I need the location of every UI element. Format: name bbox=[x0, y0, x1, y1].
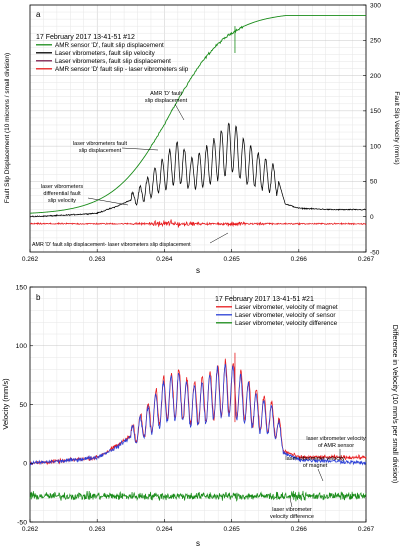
annotation-magnet-line1: laser vibrometer velocity bbox=[285, 456, 345, 462]
x-tick-label: 0.267 bbox=[358, 526, 375, 533]
x-tick-label: 0.262 bbox=[22, 256, 39, 263]
y-right-tick-label: 150 bbox=[370, 108, 381, 115]
x-tick-label: 0.264 bbox=[156, 256, 173, 263]
panel-a-letter: a bbox=[36, 10, 41, 19]
panel-b-ticks: 0.262 0.263 0.264 0.265 0.266 0.267 -50 0 50 100 1… bbox=[16, 284, 375, 533]
y-tick-label: 0 bbox=[23, 461, 27, 468]
annotation-bdiff-line2: velocity difference bbox=[270, 514, 314, 520]
annotation-laser-disp-line2: slip displacement bbox=[79, 148, 122, 154]
panel-a-ylabel-left: Fault Slip Displacement (10 microns / sm… bbox=[4, 53, 11, 203]
panel-a-ticks: 0.262 0.263 0.264 0.265 0.266 0.267-50 0 50 100 1… bbox=[22, 2, 381, 263]
annotation-laser-disp-arrow bbox=[121, 147, 159, 151]
y-tick-label: -50 bbox=[17, 519, 27, 526]
panel-a-annotation-laser-disp: laser vibrometers fault slip displacemen… bbox=[73, 141, 159, 154]
y-tick-label: 100 bbox=[16, 343, 28, 350]
y-right-tick-label: 50 bbox=[370, 179, 378, 186]
panel-a-grid bbox=[29, 4, 367, 253]
legend-label: Laser vibrometers, fault slip displaceme… bbox=[55, 58, 171, 65]
panel-b-ylabel-right: Difference in Velocity (10 mm/s per smal… bbox=[391, 325, 400, 483]
legend-label: AMR sensor 'D' fault slip - laser vibrom… bbox=[55, 66, 189, 73]
panel-b-legend-header: 17 February 2017 13-41-51 #21 bbox=[215, 296, 314, 303]
panel-a-legend: AMR sensor 'D', fault slip displacementL… bbox=[36, 42, 189, 73]
annotation-amr-arrow bbox=[174, 103, 185, 121]
annotation-laser-vel-arrow bbox=[87, 197, 129, 206]
annotation-magnet-arrow bbox=[317, 468, 324, 482]
x-tick-label: 0.266 bbox=[291, 526, 308, 533]
panel-b-annotation-diff: laser vibrometer velocity difference bbox=[270, 497, 314, 520]
legend-label: Laser vibrometer, velocity of sensor bbox=[235, 312, 336, 319]
y-right-tick-label: 200 bbox=[370, 73, 381, 80]
panel-a-legend-header: 17 February 2017 13-41-51 #12 bbox=[36, 34, 135, 41]
panel-b-ylabel-left: Velocity (mm/s) bbox=[1, 378, 10, 430]
x-tick-label: 0.265 bbox=[223, 256, 240, 263]
y-right-tick-label: 300 bbox=[370, 2, 381, 9]
x-tick-label: 0.265 bbox=[223, 526, 240, 533]
legend-label: AMR sensor 'D', fault slip displacement bbox=[55, 42, 164, 49]
annotation-amr-line1: AMR 'D' fault bbox=[150, 91, 182, 97]
annotation-laser-disp-line1: laser vibrometers fault bbox=[73, 141, 128, 147]
annotation-bdiff-arrow bbox=[289, 497, 293, 508]
annotation-amr-line2: slip displacement bbox=[145, 98, 188, 104]
annotation-diff-arrow bbox=[209, 232, 229, 244]
x-tick-label: 0.262 bbox=[22, 526, 39, 533]
x-tick-label: 0.267 bbox=[358, 256, 375, 263]
panel-a-plot-frame bbox=[29, 4, 367, 253]
panel-b: 0.262 0.263 0.264 0.265 0.266 0.267 -50 0 50 100 1… bbox=[1, 284, 400, 548]
annotation-bdiff-line1: laser vibrometer bbox=[272, 507, 312, 513]
panel-b-annotation-sensor: laser vibrometer velocity of AMR sensor bbox=[306, 436, 366, 459]
panel-b-legend: Laser vibrometer, velocity of magnetLase… bbox=[216, 304, 338, 327]
y-tick-label: 50 bbox=[19, 402, 27, 409]
y-right-tick-label: 100 bbox=[370, 143, 381, 150]
x-tick-label: 0.266 bbox=[291, 256, 308, 263]
panel-a-xlabel: s bbox=[196, 266, 200, 275]
panel-a-series bbox=[29, 15, 367, 228]
annotation-laser-vel-line3: slip velocity bbox=[48, 198, 76, 204]
panel-b-series bbox=[29, 352, 367, 502]
annotation-sensor-line2: of AMR sensor bbox=[318, 443, 354, 449]
y-right-tick-label: -50 bbox=[370, 249, 380, 256]
annotation-sensor-line1: laser vibrometer velocity bbox=[306, 436, 366, 442]
annotation-laser-vel-line2: differential fault bbox=[43, 191, 81, 197]
panel-a-ylabel-right: Fault Slip Velocity (mm/s) bbox=[393, 91, 400, 164]
panel-a-annotation-diff: AMR 'D' fault slip displacement- laser v… bbox=[32, 242, 191, 248]
series-velocity-difference bbox=[29, 490, 367, 502]
panel-a-annotation-amr: AMR 'D' fault slip displacement bbox=[145, 91, 188, 121]
legend-label: Laser vibrometer, velocity of magnet bbox=[235, 304, 338, 311]
panel-b-letter: b bbox=[36, 293, 41, 302]
legend-label: Laser vibrometer, velocity difference bbox=[235, 320, 338, 327]
y-right-tick-label: 250 bbox=[370, 38, 381, 45]
panel-b-xlabel: s bbox=[196, 539, 200, 548]
x-tick-label: 0.264 bbox=[156, 526, 173, 533]
y-right-tick-label: 0 bbox=[370, 214, 374, 221]
series-velocity-sensor bbox=[29, 363, 367, 466]
annotation-laser-vel-line1: laser vibrometers bbox=[41, 184, 83, 190]
panel-a: 0.262 0.263 0.264 0.265 0.266 0.267-50 0 50 100 1… bbox=[4, 2, 400, 275]
legend-label: Laser vibrometers, fault slip velocity bbox=[55, 50, 156, 57]
panel-b-annotation-magnet: laser vibrometer velocity of magnet bbox=[285, 456, 345, 482]
series-amr-displacement bbox=[29, 15, 366, 214]
annotation-magnet-line2: of magnet bbox=[303, 463, 328, 469]
panel-a-annotation-laser-vel: laser vibrometers differential fault sli… bbox=[41, 184, 129, 206]
series-velocity-magnet bbox=[29, 358, 367, 466]
series-laser-velocity bbox=[29, 122, 367, 218]
x-tick-label: 0.263 bbox=[89, 256, 106, 263]
x-tick-label: 0.263 bbox=[89, 526, 106, 533]
y-tick-label: 150 bbox=[16, 284, 28, 291]
series-amr-minus-laser bbox=[29, 219, 367, 228]
